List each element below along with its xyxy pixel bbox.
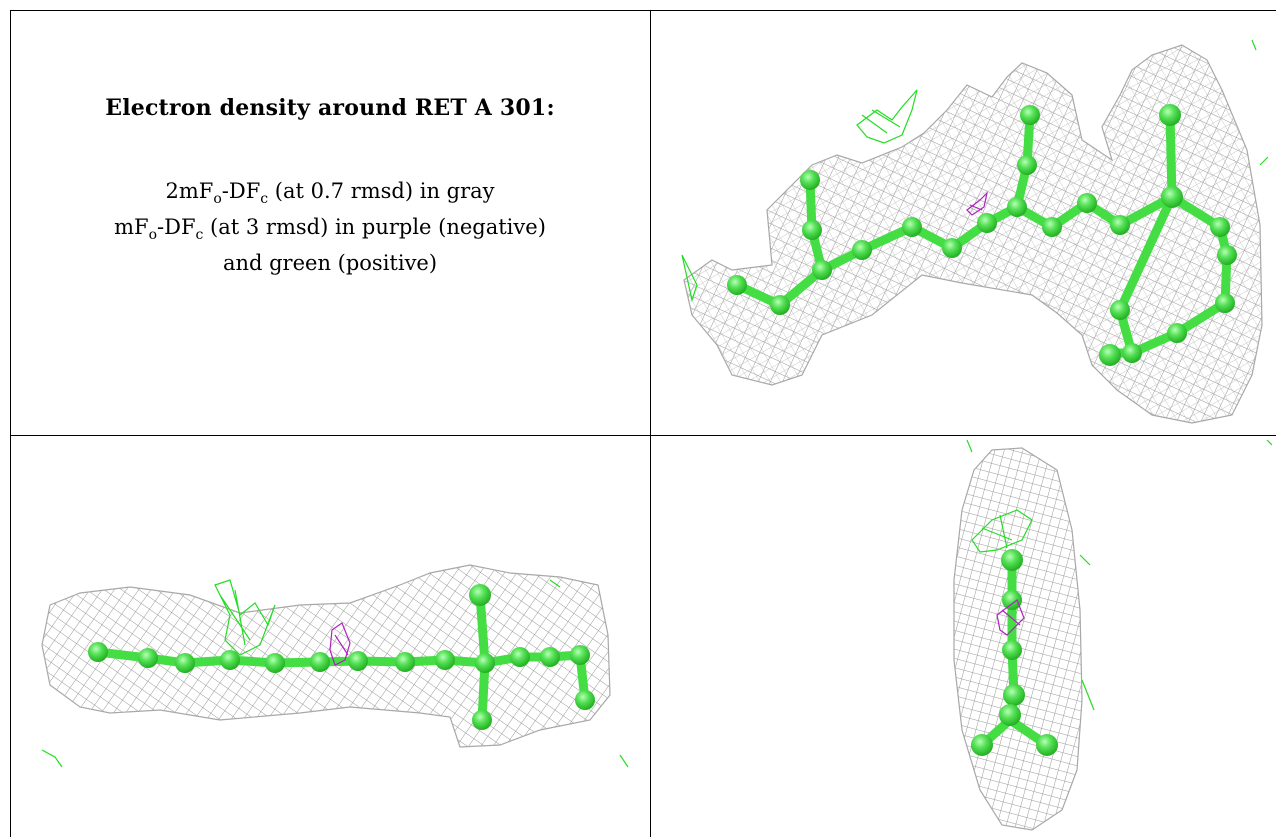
table-row-divider: [10, 435, 1276, 436]
caption-cell: Electron density around RET A 301: 2mFo-…: [10, 95, 650, 277]
density-view-bottom-right: [953, 440, 1272, 831]
positive-difference-density: [966, 440, 1272, 711]
table-middle-border: [650, 10, 651, 837]
figure-table: Electron density around RET A 301: 2mFo-…: [10, 10, 1276, 837]
density-view-bottom-left: [41, 564, 629, 768]
density-view-top-right: [681, 39, 1269, 424]
caption-legend: 2mFo-DFc (at 0.7 rmsd) in gray mFo-DFc (…: [10, 177, 650, 277]
molecule-atoms: [88, 584, 595, 730]
table-top-border: [10, 10, 1276, 11]
mesh-2fofc: [953, 447, 1083, 831]
positive-difference-density: [681, 39, 1269, 303]
negative-difference-density: [966, 191, 989, 216]
negative-difference-density: [996, 599, 1025, 636]
molecule-atoms: [971, 549, 1058, 756]
positive-difference-density: [41, 579, 629, 768]
negative-difference-density: [329, 622, 351, 666]
legend-line-2fofc: 2mFo-DFc (at 0.7 rmsd) in gray: [165, 179, 495, 208]
table-left-border: [10, 10, 11, 837]
caption-title: Electron density around RET A 301:: [105, 95, 555, 121]
legend-line-positive: and green (positive): [222, 251, 438, 276]
legend-line-fofc: mFo-DFc (at 3 rmsd) in purple (negative): [114, 215, 546, 244]
molecule-atoms: [727, 104, 1237, 366]
